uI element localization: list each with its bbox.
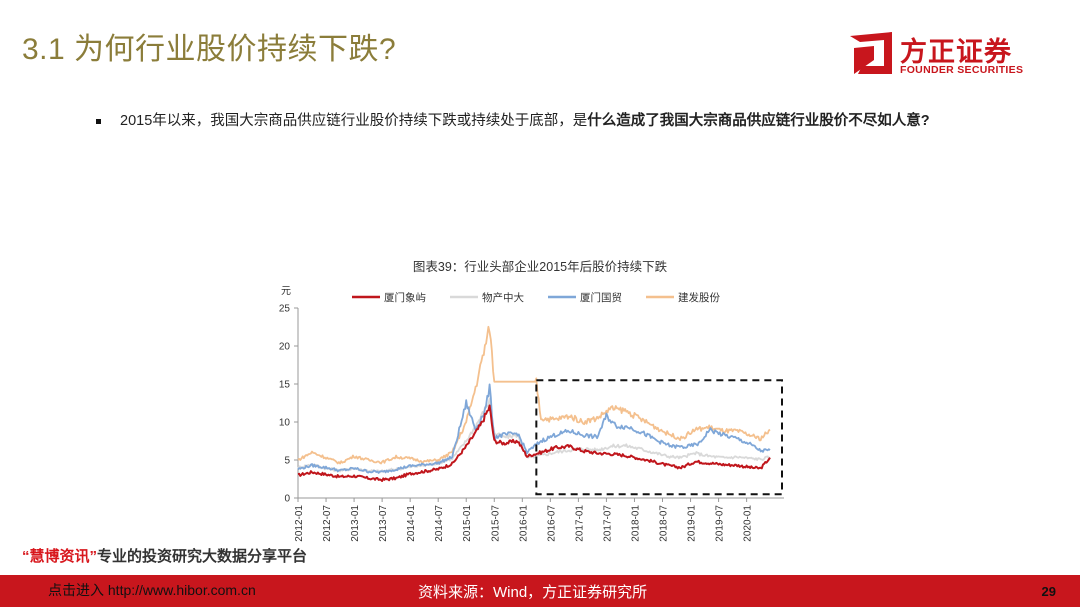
legend-label-3: 建发股份 (678, 291, 720, 304)
chart-axes: 元 0 5 10 15 20 25 2012-01 2012-07 2013-01 2013-07 2… (279, 286, 784, 542)
hibor-link[interactable]: 点击进入 http://www.hibor.com.cn (48, 582, 256, 598)
company-logo: 方正证券 FOUNDER SECURITIES (848, 30, 1038, 80)
promo-tagline: 专业的投资研究大数据分享平台 (97, 548, 308, 565)
series-line-0 (297, 404, 771, 482)
page-number: 29 (1041, 584, 1056, 599)
x-tick-label: 2014-07 (434, 505, 445, 542)
x-tick-label: 2015-07 (490, 505, 501, 542)
chart-highlight (535, 379, 783, 496)
page-title: 3.1 为何行业股价持续下跌? (22, 33, 397, 66)
series-line-3 (297, 325, 771, 465)
x-tick-label: 2016-07 (546, 505, 557, 542)
bullet-square-icon (96, 119, 101, 124)
x-tick-label: 2020-01 (743, 505, 754, 542)
series-line-2 (297, 383, 771, 474)
legend-label-0: 厦门象屿 (384, 291, 426, 304)
x-tick-label: 2019-01 (687, 505, 698, 542)
y-tick-label: 5 (284, 456, 290, 467)
stock-price-chart: 元 0 5 10 15 20 25 2012-01 2012-07 2013-01 2013-07 2… (279, 286, 784, 542)
legend-label-2: 厦门国贸 (580, 291, 622, 304)
x-tick-label: 2019-07 (715, 505, 726, 542)
x-tick-label: 2012-01 (294, 505, 305, 542)
x-tick-label: 2013-07 (378, 505, 389, 542)
bullet-point: 2015年以来，我国大宗商品供应链行业股价持续下跌或持续处于底部，是什么造成了我… (96, 110, 956, 133)
footer-bar: 点击进入 http://www.hibor.com.cn 资料来源：Wind，方… (0, 575, 1080, 607)
y-tick-label: 15 (279, 380, 291, 391)
promo-brand: 慧博资讯 (29, 548, 90, 565)
logo-name-cn: 方正证券 (900, 37, 1012, 67)
chart-caption: 图表39：行业头部企业2015年后股价持续下跌 (412, 260, 668, 274)
promo-open-quote: “ (22, 548, 30, 565)
logo-name-en: FOUNDER SECURITIES (900, 64, 1024, 76)
chart-series (297, 325, 771, 482)
x-tick-label: 2012-07 (322, 505, 333, 542)
logo-mark-icon (850, 32, 892, 74)
y-tick-label: 20 (279, 342, 291, 353)
x-tick-label: 2017-01 (574, 505, 585, 542)
x-tick-label: 2015-01 (462, 505, 473, 542)
bullet-text-normal: 2015年以来，我国大宗商品供应链行业股价持续下跌或持续处于底部，是 (120, 113, 588, 129)
bullet-text-bold: 什么造成了我国大宗商品供应链行业股价不尽如人意? (587, 113, 930, 129)
x-tick-label: 2016-01 (518, 505, 529, 542)
x-tick-label: 2017-07 (602, 505, 613, 542)
series-line-1 (297, 397, 771, 474)
x-tick-label: 2018-07 (659, 505, 670, 542)
data-source: 资料来源：Wind，方正证券研究所 (418, 584, 648, 601)
y-tick-label: 25 (279, 304, 291, 315)
legend-label-1: 物产中大 (482, 291, 524, 304)
bullet-text: 2015年以来，我国大宗商品供应链行业股价持续下跌或持续处于底部，是什么造成了我… (120, 110, 956, 133)
x-tick-label: 2014-01 (406, 505, 417, 542)
chart-legend: 厦门象屿 物产中大 厦门国贸 建发股份 (352, 291, 720, 304)
y-tick-label: 10 (279, 418, 291, 429)
highlight-dashed-box (535, 379, 783, 496)
x-tick-label: 2018-01 (630, 505, 641, 542)
y-unit-label: 元 (281, 286, 291, 297)
promo-banner: “慧博资讯”专业的投资研究大数据分享平台 (22, 545, 307, 566)
promo-close-quote: ” (89, 548, 98, 565)
y-tick-label: 0 (284, 494, 290, 505)
x-tick-label: 2013-01 (350, 505, 361, 542)
